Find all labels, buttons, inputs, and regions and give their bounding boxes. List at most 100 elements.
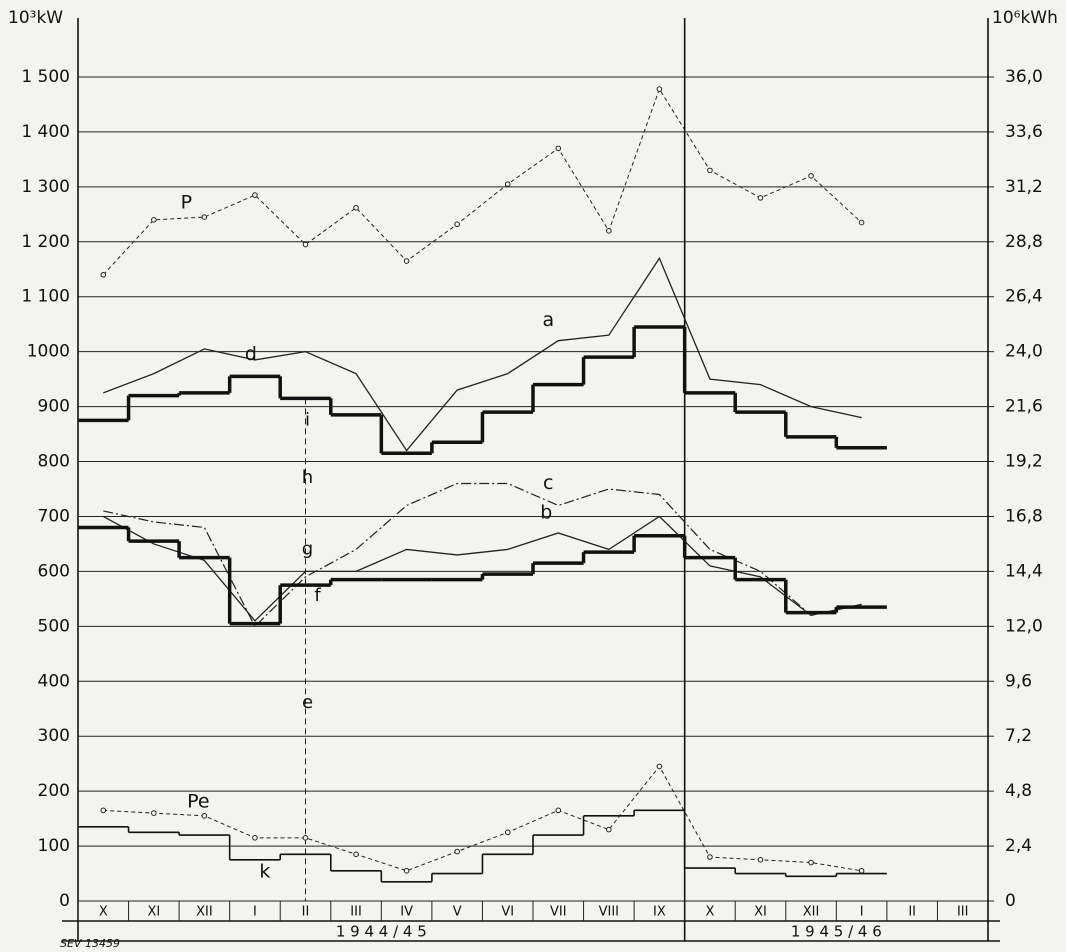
series-line [103, 256, 862, 452]
x-tick-label: V [453, 905, 462, 920]
point [504, 829, 511, 836]
footer: SEV 13459 [60, 937, 120, 950]
x-tick-label: VI [501, 905, 514, 920]
period-label: 1 9 4 5 / 4 6 [791, 923, 882, 941]
x-tick-label: X [705, 905, 714, 920]
point [555, 807, 562, 814]
series-label: P [181, 192, 192, 214]
point [151, 810, 157, 816]
period-label: 1 9 4 4 / 4 5 [336, 923, 427, 941]
x-tick-label: XII [196, 905, 213, 920]
y-tick-label: 400 [38, 671, 70, 691]
y-tick-label: 900 [38, 397, 70, 417]
x-tick-label: I [253, 905, 257, 920]
x-tick-label: IX [653, 905, 666, 920]
y2-tick-label: 4,8 [1005, 781, 1032, 801]
point [100, 807, 107, 814]
point [403, 867, 410, 874]
y2-tick-label: 16,8 [1005, 506, 1043, 526]
annotation: i [305, 409, 310, 430]
y2-tick-label: 26,4 [1005, 287, 1043, 307]
series-label: a [542, 309, 554, 331]
y2-tick-label: 7,2 [1005, 726, 1032, 746]
point [606, 826, 612, 833]
x-tick-label: II [302, 905, 310, 920]
x-tick-label: XII [803, 905, 820, 920]
point [454, 848, 460, 855]
y2-axis-title: 10⁶kWh [992, 8, 1058, 28]
point [201, 214, 208, 220]
point [808, 859, 814, 866]
y-tick-label: 1 400 [21, 122, 70, 142]
x-tick-label: XI [754, 905, 767, 920]
point [656, 763, 663, 770]
y2-tick-label: 36,0 [1005, 67, 1043, 87]
y-tick-label: 1000 [27, 342, 70, 362]
point [454, 221, 460, 228]
point [757, 195, 764, 201]
y2-tick-label: 21,6 [1005, 397, 1043, 417]
series-label: b [540, 501, 552, 523]
y-tick-label: 1 300 [21, 177, 70, 197]
point [606, 228, 612, 234]
y-tick-label: 500 [38, 616, 70, 636]
y-tick-label: 200 [38, 781, 70, 801]
point [757, 857, 764, 863]
y-tick-label: 300 [38, 726, 70, 746]
y2-tick-label: 0 [1005, 891, 1016, 911]
x-tick-label: I [860, 905, 864, 920]
annotation: h [302, 467, 313, 488]
series-label: Pe [187, 790, 209, 812]
point [201, 813, 208, 819]
x-tick-label: II [908, 905, 916, 920]
y2-tick-label: 24,0 [1005, 342, 1043, 362]
x-tick-label: III [957, 905, 969, 920]
x-tick-label: X [99, 905, 108, 920]
y2-tick-label: 14,4 [1005, 561, 1043, 581]
series-label: c [543, 472, 553, 494]
y2-tick-label: 12,0 [1005, 616, 1043, 636]
y2-tick-label: 19,2 [1005, 452, 1043, 472]
series-line [103, 482, 862, 628]
series-label: k [259, 860, 270, 882]
y2-tick-label: 28,8 [1005, 232, 1043, 252]
series-line [102, 87, 862, 276]
x-tick-label: VII [550, 905, 567, 920]
y2-tick-label: 9,6 [1005, 671, 1032, 691]
point [808, 173, 814, 179]
point [858, 867, 865, 874]
point [707, 854, 713, 860]
y2-tick-label: 2,4 [1005, 836, 1032, 856]
series-label: d [245, 343, 257, 365]
point [555, 145, 562, 152]
y-tick-label: 100 [38, 836, 70, 856]
y-tick-label: 700 [38, 506, 70, 526]
annotation: f [314, 585, 321, 606]
point [302, 835, 309, 841]
point [302, 241, 309, 248]
point [353, 851, 359, 858]
y-tick-label: 1 200 [21, 232, 70, 252]
point [252, 192, 258, 198]
series-line [103, 765, 862, 872]
y-tick-label: 1 500 [21, 67, 70, 87]
point [252, 835, 258, 841]
x-tick-label: VIII [599, 905, 619, 920]
y-axis-title: 10³kW [8, 8, 63, 28]
point [858, 219, 865, 226]
y-tick-label: 600 [38, 561, 70, 581]
series-line [102, 515, 862, 622]
point [151, 217, 157, 223]
y-tick-label: 0 [59, 891, 70, 911]
y-tick-label: 800 [38, 452, 70, 472]
x-tick-label: III [350, 905, 362, 920]
x-tick-label: XI [147, 905, 160, 920]
y2-tick-label: 31,2 [1005, 177, 1043, 197]
point [403, 258, 410, 264]
point [353, 204, 359, 211]
point [707, 167, 713, 174]
point [656, 86, 663, 92]
x-tick-label: IV [400, 905, 413, 920]
y-tick-label: 1 100 [21, 287, 70, 307]
